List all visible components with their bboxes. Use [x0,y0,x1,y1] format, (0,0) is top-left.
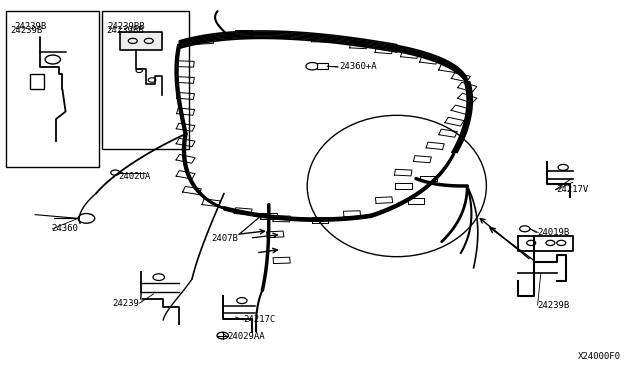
Text: 2402UA: 2402UA [118,172,150,181]
Text: 2407B: 2407B [211,234,238,243]
Text: X24000F0: X24000F0 [578,352,621,361]
Text: 24217C: 24217C [243,315,275,324]
Text: 24239BB: 24239BB [107,22,145,31]
Text: 24239: 24239 [112,299,139,308]
Polygon shape [120,32,161,50]
Text: 24239B: 24239B [538,301,570,310]
Bar [31,74,45,89]
Text: 24029AA: 24029AA [227,332,265,341]
Bar [317,63,328,69]
Text: 24360+A: 24360+A [339,62,377,71]
Text: 24239B: 24239B [14,22,46,31]
Text: 24239BB: 24239BB [106,26,144,35]
Bar [102,11,189,149]
Text: 24360: 24360 [51,224,78,233]
Text: 24019B: 24019B [538,228,570,237]
Text: 24217V: 24217V [557,185,589,194]
Bar [6,11,99,167]
Text: 24239B: 24239B [10,26,42,35]
